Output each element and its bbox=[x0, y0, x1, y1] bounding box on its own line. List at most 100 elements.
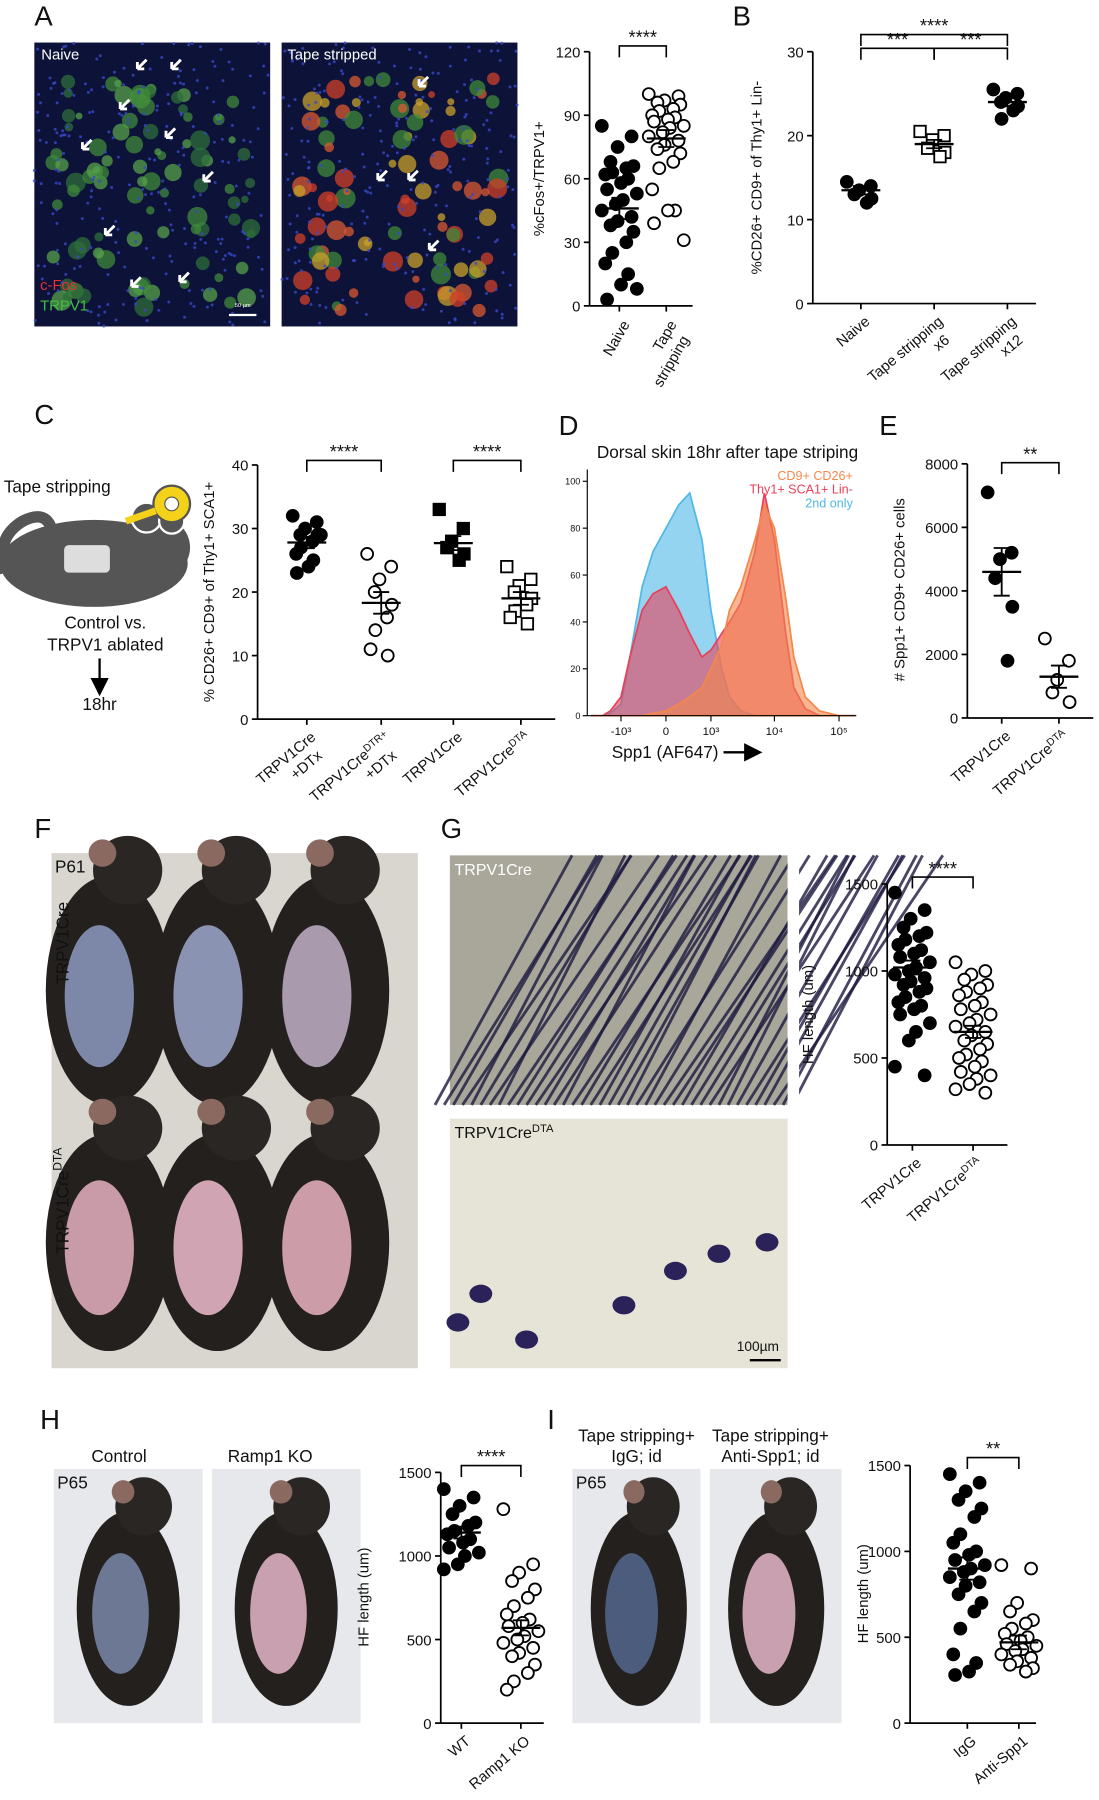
arrow-marker bbox=[417, 75, 430, 88]
nucleus bbox=[106, 272, 110, 276]
cell bbox=[357, 236, 373, 252]
nucleus bbox=[405, 256, 409, 260]
y-axis-label: HF length (um) bbox=[357, 1548, 373, 1647]
nucleus bbox=[343, 41, 347, 45]
data-point bbox=[983, 1007, 998, 1022]
nucleus bbox=[181, 146, 185, 150]
nucleus bbox=[205, 305, 209, 309]
nucleus bbox=[137, 91, 141, 95]
back-patch bbox=[605, 1553, 659, 1674]
data-point bbox=[314, 527, 328, 542]
nucleus bbox=[63, 242, 67, 246]
nucleus bbox=[364, 312, 368, 316]
cell bbox=[429, 150, 449, 170]
data-point bbox=[967, 1059, 982, 1074]
data-point bbox=[967, 1510, 982, 1524]
nucleus bbox=[55, 131, 59, 135]
data-point bbox=[933, 150, 947, 164]
mouse-photo bbox=[45, 835, 172, 1105]
significance-label: ** bbox=[986, 1438, 1000, 1459]
nucleus bbox=[51, 212, 55, 216]
nucleus bbox=[247, 191, 251, 195]
significance-bracket bbox=[933, 47, 1009, 60]
nucleus bbox=[500, 41, 504, 45]
nucleus bbox=[379, 169, 383, 173]
nucleus bbox=[153, 297, 157, 301]
back-patch bbox=[250, 1553, 307, 1674]
nucleus bbox=[157, 308, 161, 312]
nucleus bbox=[378, 129, 382, 133]
data-point bbox=[952, 1051, 966, 1065]
nucleus bbox=[223, 254, 227, 258]
sem-bar bbox=[658, 129, 675, 148]
scale-label: 100µm bbox=[737, 1339, 779, 1354]
cell bbox=[245, 177, 256, 189]
nucleus bbox=[461, 247, 465, 251]
data-point bbox=[913, 124, 927, 139]
photo-mask bbox=[787, 847, 800, 1113]
hair-shaft bbox=[543, 854, 696, 1106]
panel-letter: G bbox=[441, 813, 462, 844]
nucleus bbox=[89, 310, 93, 314]
cell bbox=[415, 98, 424, 106]
nucleus bbox=[106, 302, 110, 306]
y-tick-label: 500 bbox=[853, 1052, 878, 1068]
nucleus bbox=[53, 141, 57, 145]
data-point bbox=[1045, 685, 1060, 700]
data-point bbox=[614, 277, 628, 292]
category-text: Ramp1 KO bbox=[467, 1733, 534, 1793]
nucleus bbox=[334, 43, 338, 47]
nucleus bbox=[182, 82, 186, 86]
nucleus bbox=[33, 318, 37, 322]
schematic-label: 18hr bbox=[82, 694, 117, 714]
data-point bbox=[973, 1042, 987, 1057]
nucleus bbox=[357, 105, 361, 109]
nucleus bbox=[111, 136, 115, 140]
nucleus bbox=[76, 255, 80, 259]
cell bbox=[453, 262, 469, 277]
cell bbox=[89, 138, 107, 157]
nucleus bbox=[436, 71, 440, 75]
data-point bbox=[452, 553, 466, 567]
nucleus bbox=[192, 304, 196, 308]
hair-shaft bbox=[516, 854, 675, 1106]
nucleus bbox=[155, 108, 159, 112]
hair-shaft bbox=[433, 854, 574, 1106]
cell bbox=[164, 163, 182, 182]
nucleus bbox=[496, 49, 500, 53]
data-point bbox=[901, 1033, 916, 1048]
y-tick-label: 0 bbox=[795, 297, 803, 313]
data-point bbox=[301, 559, 316, 574]
nucleus bbox=[382, 262, 386, 266]
nucleus bbox=[424, 55, 428, 59]
cell bbox=[159, 188, 170, 198]
cell bbox=[324, 251, 342, 269]
nucleus bbox=[474, 217, 478, 221]
cell bbox=[445, 105, 456, 117]
nucleus bbox=[92, 175, 96, 179]
nucleus bbox=[478, 210, 482, 214]
nucleus bbox=[208, 287, 212, 291]
nucleus bbox=[145, 319, 149, 323]
cell bbox=[344, 226, 354, 237]
data-point bbox=[888, 967, 902, 982]
nucleus bbox=[163, 187, 167, 191]
data-point bbox=[614, 176, 628, 190]
nucleus bbox=[38, 138, 42, 142]
hair-shaft bbox=[607, 854, 752, 1106]
nucleus bbox=[141, 85, 145, 89]
sem-bar bbox=[298, 535, 315, 550]
cell bbox=[183, 112, 193, 122]
cell bbox=[146, 206, 155, 215]
significance-label: **** bbox=[330, 441, 358, 462]
nucleus bbox=[449, 170, 453, 174]
nucleus bbox=[55, 221, 59, 225]
hair-shaft bbox=[479, 854, 633, 1106]
nucleus bbox=[428, 232, 432, 236]
nucleus bbox=[241, 230, 245, 234]
nucleus bbox=[425, 110, 429, 114]
image-label-main: TRPV1Cre bbox=[454, 1124, 532, 1142]
nucleus bbox=[324, 225, 328, 229]
nucleus bbox=[422, 287, 426, 291]
